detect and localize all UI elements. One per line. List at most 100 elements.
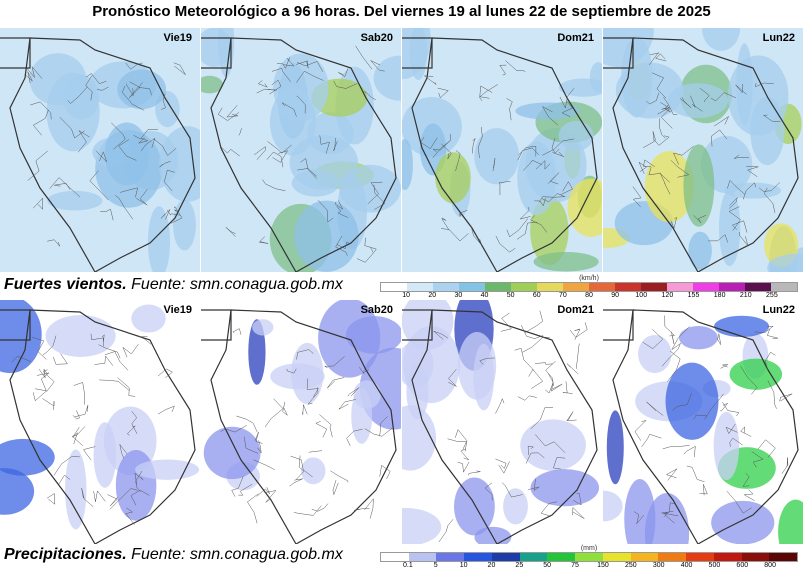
municipal-border (24, 71, 33, 84)
municipal-border (534, 362, 554, 365)
municipal-border (671, 326, 690, 350)
legend-swatch (575, 553, 603, 561)
state-border (612, 37, 799, 272)
municipal-border (560, 181, 573, 195)
municipal-border (552, 151, 564, 157)
municipal-border (139, 336, 152, 345)
municipal-border (253, 459, 275, 470)
municipal-border (272, 150, 289, 163)
municipal-border (311, 503, 329, 512)
municipal-border (327, 377, 345, 389)
weather-area (406, 364, 429, 420)
legend-tick-label: 10 (459, 562, 468, 569)
municipal-border (89, 170, 109, 201)
municipal-border (364, 497, 374, 519)
municipal-border (136, 189, 148, 206)
municipal-border (290, 455, 313, 478)
municipal-border (433, 330, 449, 340)
municipal-border (95, 150, 107, 163)
municipal-border (370, 60, 385, 72)
municipal-border (733, 154, 750, 159)
municipal-border (346, 428, 363, 447)
color-legend: (km/h) 10 20 30 40 50 60 70 80 90 100 120 155 180 210 2… (380, 275, 798, 299)
municipal-border (455, 150, 461, 172)
municipal-border (96, 86, 109, 91)
map (201, 28, 401, 272)
weather-area (603, 490, 623, 522)
municipal-border (94, 355, 114, 366)
weather-area (729, 358, 783, 390)
municipal-border (126, 425, 136, 436)
municipal-border (479, 85, 493, 101)
weather-area (131, 304, 166, 333)
municipal-border (53, 456, 80, 476)
municipal-border (289, 478, 303, 487)
map (0, 28, 200, 272)
legend-tick-label: 300 (652, 562, 665, 569)
municipal-border (542, 138, 574, 156)
weather-area (688, 231, 712, 270)
municipal-border (658, 118, 666, 139)
municipal-border (266, 151, 284, 168)
weather-area (767, 253, 803, 272)
municipal-border (160, 93, 166, 110)
wind-caption: Fuertes vientos. Fuente: smn.conagua.gob… (4, 276, 343, 294)
municipal-border (670, 216, 677, 230)
weather-area (644, 151, 694, 223)
municipal-border (514, 347, 535, 371)
municipal-border (364, 90, 376, 101)
legend-tick-label: 5 (433, 562, 438, 569)
municipal-border (257, 80, 269, 88)
municipal-border (762, 114, 781, 122)
municipal-border (131, 411, 138, 434)
municipal-border (729, 197, 738, 209)
municipal-border (457, 461, 470, 473)
municipal-border (632, 186, 642, 208)
legend-swatch (464, 553, 492, 561)
legend-tick-label: 600 (736, 562, 749, 569)
municipal-border (754, 325, 774, 333)
municipal-border (432, 140, 450, 153)
municipal-border (643, 131, 656, 148)
legend-swatch (719, 283, 745, 291)
title: Pronóstico Meteorológico a 96 horas. Del… (92, 3, 711, 20)
municipal-border (32, 336, 47, 360)
municipal-border (164, 169, 175, 192)
legend-tick-label: 20 (487, 562, 496, 569)
legend-bar (380, 552, 798, 562)
weather-area (701, 28, 741, 51)
weather-area (117, 69, 167, 110)
municipal-border (99, 379, 130, 391)
municipal-border (379, 464, 391, 480)
municipal-border (220, 425, 247, 433)
municipal-border (258, 236, 269, 244)
municipal-border (30, 101, 52, 120)
municipal-border (300, 157, 317, 179)
panel-label: Lun22 (762, 304, 795, 316)
legend-swatch (433, 283, 459, 291)
municipal-border (238, 483, 253, 496)
municipal-border (317, 200, 334, 223)
municipal-border (231, 476, 244, 497)
legend-swatch (745, 283, 771, 291)
municipal-border (441, 143, 452, 160)
municipal-border (498, 461, 510, 474)
municipal-border (726, 490, 752, 514)
municipal-border (759, 182, 780, 192)
municipal-border (332, 479, 339, 496)
municipal-border (472, 138, 476, 154)
municipal-border (121, 85, 145, 111)
municipal-border (528, 478, 540, 492)
weather-area (273, 53, 329, 122)
municipal-border (679, 97, 692, 108)
caption-label: Fuertes vientos. (4, 276, 127, 293)
municipal-border (101, 334, 105, 342)
state-border (9, 309, 196, 544)
state-border (411, 37, 598, 272)
municipal-border (725, 423, 738, 435)
municipal-border (119, 444, 128, 459)
municipal-border (506, 98, 513, 121)
weather-area (520, 419, 586, 471)
municipal-border (336, 241, 351, 250)
municipal-border (256, 88, 277, 94)
